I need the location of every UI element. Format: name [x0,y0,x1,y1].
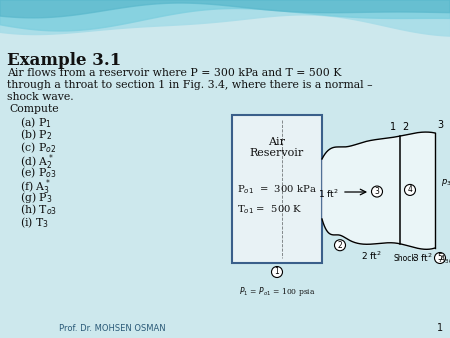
Text: 1 ft$^2$: 1 ft$^2$ [318,188,339,200]
Text: Reservoir: Reservoir [250,148,304,158]
Text: 1: 1 [437,323,443,333]
Text: through a throat to section 1 in Fig. 3.4, where there is a normal –: through a throat to section 1 in Fig. 3.… [7,80,373,90]
Text: $A_3/A$: $A_3/A$ [439,253,450,266]
Text: Compute: Compute [9,104,58,114]
Text: (d) A$^*_2$: (d) A$^*_2$ [20,152,54,172]
Text: Air flows from a reservoir where P = 300 kPa and T = 500 K: Air flows from a reservoir where P = 300… [7,68,342,78]
Text: 2: 2 [338,241,342,250]
Text: P$_{o1}$  =  300 kPa: P$_{o1}$ = 300 kPa [237,183,317,196]
Text: (e) P$_{o3}$: (e) P$_{o3}$ [20,165,57,179]
Text: (a) P$_1$: (a) P$_1$ [20,115,52,129]
Text: $P_1$ = $P_{o1}$ = 100 psia: $P_1$ = $P_{o1}$ = 100 psia [238,285,315,298]
Text: Shock: Shock [394,254,416,263]
Text: 3: 3 [437,120,443,130]
Text: 3: 3 [374,187,379,196]
Text: (b) P$_2$: (b) P$_2$ [20,127,52,142]
Text: Example 3.1: Example 3.1 [7,52,121,69]
Text: (f) A$^*_3$: (f) A$^*_3$ [20,177,51,197]
Text: 2 ft$^2$: 2 ft$^2$ [360,249,382,262]
Text: (i) T$_3$: (i) T$_3$ [20,215,49,230]
Text: (h) T$_{o3}$: (h) T$_{o3}$ [20,202,57,217]
Text: 2: 2 [402,122,408,132]
Text: 1: 1 [390,122,396,132]
Circle shape [334,240,346,251]
Text: shock wave.: shock wave. [7,92,74,102]
Text: (c) P$_{o2}$: (c) P$_{o2}$ [20,140,56,154]
Circle shape [405,185,415,195]
Circle shape [372,186,382,197]
Text: Air: Air [269,137,285,147]
Bar [232,115,322,263]
Text: 1: 1 [274,267,279,276]
Circle shape [271,266,283,277]
Text: $p_3$: $p_3$ [441,177,450,188]
Text: T$_{o1}$ =  500 K: T$_{o1}$ = 500 K [237,203,303,216]
Circle shape [435,252,446,264]
Text: 4: 4 [408,186,413,194]
Text: Prof. Dr. MOHSEN OSMAN: Prof. Dr. MOHSEN OSMAN [58,324,165,333]
Text: (g) P$_3$: (g) P$_3$ [20,190,53,205]
Text: 3 ft$^2$: 3 ft$^2$ [412,252,433,265]
Text: 5: 5 [437,254,442,263]
